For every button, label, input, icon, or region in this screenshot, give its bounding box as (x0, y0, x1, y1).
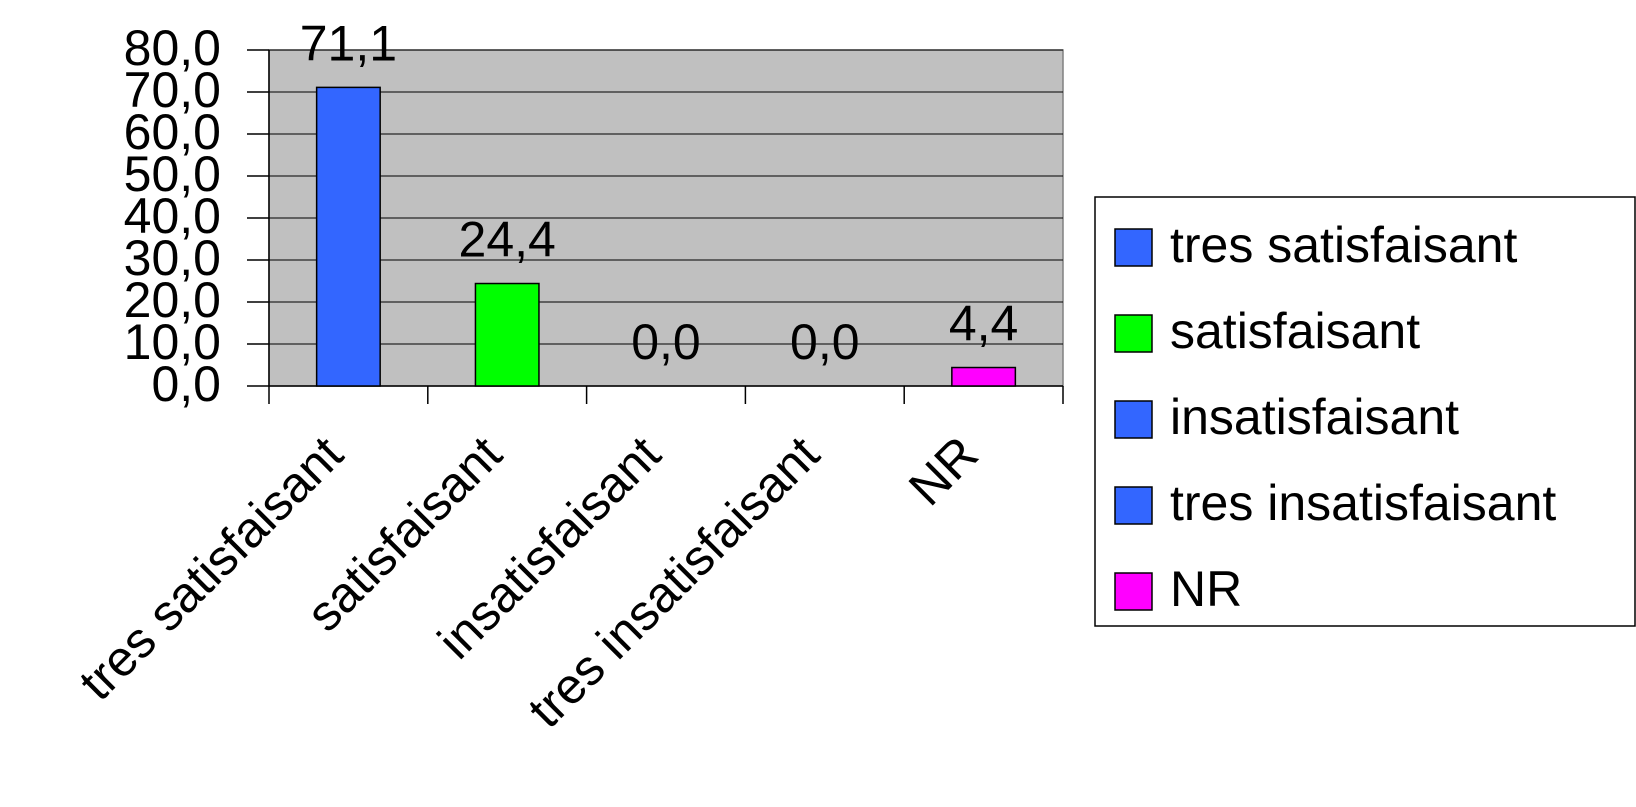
y-tick-label: 60,0 (124, 104, 221, 160)
y-tick-label: 40,0 (124, 188, 221, 244)
y-tick-label: 30,0 (124, 230, 221, 286)
legend-swatch (1114, 572, 1153, 611)
value-label: 0,0 (790, 314, 860, 370)
legend-box (1094, 196, 1636, 627)
legend-label: satisfaisant (1170, 303, 1420, 359)
y-tick-label: 0,0 (151, 356, 221, 412)
legend-label: tres insatisfaisant (1170, 475, 1556, 531)
bar (315, 86, 381, 387)
value-label: 0,0 (631, 314, 701, 370)
legend-swatch (1114, 486, 1153, 525)
bar (474, 282, 540, 387)
x-tick-label: tres insatisfaisant (517, 425, 830, 738)
bar (951, 366, 1017, 387)
legend-swatch (1114, 228, 1153, 267)
legend-swatch (1114, 314, 1153, 353)
y-tick-label: 80,0 (124, 20, 221, 76)
value-label: 24,4 (459, 212, 556, 268)
legend-label: tres satisfaisant (1170, 217, 1517, 273)
x-tick-label: tres satisfaisant (68, 425, 353, 710)
legend-label: insatisfaisant (1170, 389, 1459, 445)
y-tick-label: 70,0 (124, 62, 221, 118)
legend-label: NR (1170, 561, 1242, 617)
y-tick-label: 20,0 (124, 272, 221, 328)
legend-swatch (1114, 400, 1153, 439)
x-tick-label: NR (898, 426, 989, 517)
y-tick-label: 50,0 (124, 146, 221, 202)
value-label: 4,4 (949, 296, 1019, 352)
value-label: 71,1 (300, 16, 397, 72)
y-tick-label: 10,0 (124, 314, 221, 370)
